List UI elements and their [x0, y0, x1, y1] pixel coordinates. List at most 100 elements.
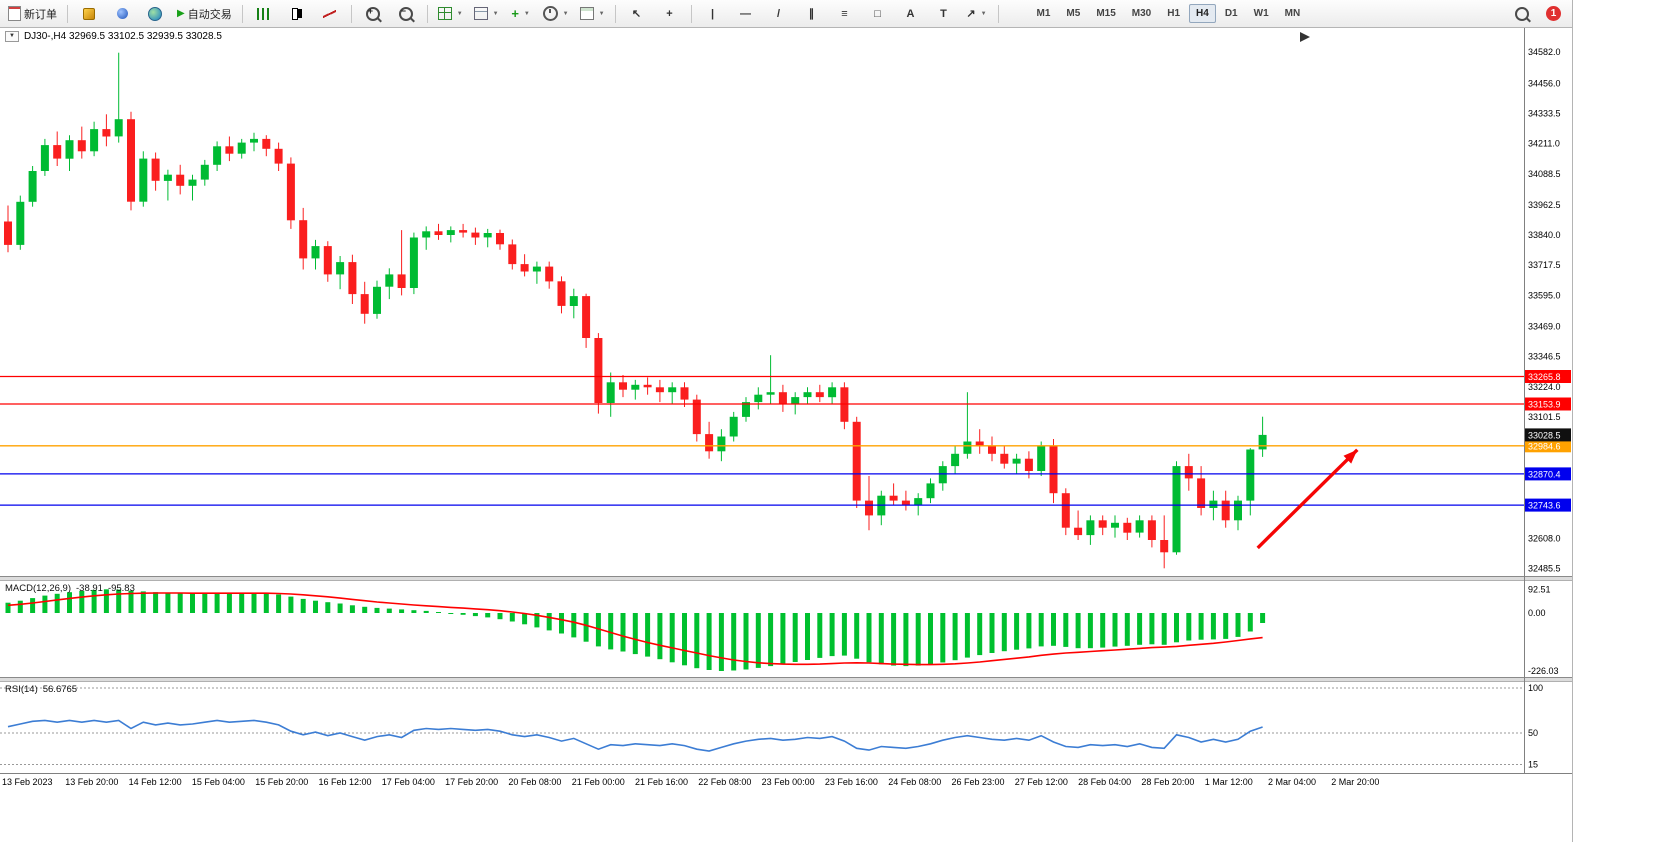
- new-chart-icon: [437, 7, 452, 20]
- new-order-icon: [8, 6, 21, 21]
- zoom-in-button[interactable]: +: [357, 2, 389, 26]
- templates-button[interactable]: ▼: [575, 2, 610, 26]
- macd-label: MACD(12,26,9) -38.91 -95.83: [5, 583, 135, 594]
- toolbar-separator: [614, 4, 616, 23]
- market-watch-button[interactable]: [73, 2, 105, 26]
- time-axis-label: 23 Feb 16:00: [825, 777, 878, 787]
- candlestick-type-button[interactable]: [281, 2, 313, 26]
- auto-trading-label: 自动交易: [187, 8, 232, 21]
- macd-scale-label: 92.51: [1528, 584, 1551, 594]
- timeframe-button-w1[interactable]: W1: [1253, 8, 1269, 19]
- toolbar-separator: [241, 4, 243, 23]
- timeframe-toolbar: M1 M5 M15 M30 H1 H4 D1 W1 MN: [1030, 4, 1308, 23]
- scroll-to-end-marker[interactable]: [1300, 32, 1310, 42]
- price-tick-label: 33840.0: [1528, 230, 1561, 240]
- timeframe-button-m1[interactable]: M1: [1036, 8, 1051, 19]
- chart-background: [0, 28, 1572, 788]
- horizontal-line-button[interactable]: —: [730, 2, 762, 26]
- current-price-label: [1525, 428, 1571, 442]
- rsi-line: [7, 719, 1263, 752]
- price-tick-label: 32608.0: [1528, 534, 1561, 544]
- svg-text:33028.5: 33028.5: [1528, 430, 1561, 440]
- time-axis-label: 27 Feb 12:00: [1015, 777, 1068, 787]
- rsi-scale-label: 50: [1528, 728, 1538, 738]
- new-order-button[interactable]: 新订单: [3, 2, 62, 26]
- macd-scale-label: -226.03: [1528, 666, 1559, 676]
- macd-histogram: [5, 589, 1266, 671]
- toolbar-separator: [997, 4, 999, 23]
- timeframe-button-m5[interactable]: M5: [1066, 8, 1081, 19]
- chevron-down-icon: ▼: [980, 10, 987, 17]
- price-tick-label: 33469.0: [1528, 321, 1561, 331]
- clock-icon: [542, 6, 558, 21]
- search-icon: [1515, 6, 1529, 21]
- cursor-icon: ↖: [631, 7, 642, 20]
- timeframe-button-m30[interactable]: M30: [1131, 8, 1152, 19]
- fibonacci-icon: ≡: [841, 7, 848, 20]
- autotrading-play-icon: ▶: [177, 8, 185, 19]
- crosshair-button[interactable]: +: [654, 2, 686, 26]
- shapes-icon: □: [874, 7, 881, 20]
- toolbar-separator: [426, 4, 428, 23]
- trendline-button[interactable]: /: [763, 2, 795, 26]
- time-axis-label: 14 Feb 12:00: [129, 777, 182, 787]
- time-axis-label: 24 Feb 08:00: [888, 777, 941, 787]
- notification-badge[interactable]: 1: [1546, 6, 1561, 21]
- price-tick-label: 34582.0: [1528, 47, 1561, 57]
- timeframe-button-d1[interactable]: D1: [1224, 8, 1238, 19]
- svg-text:33153.9: 33153.9: [1528, 400, 1561, 410]
- chevron-down-icon: ▼: [598, 10, 605, 17]
- time-axis-label: 22 Feb 08:00: [698, 777, 751, 787]
- search-button[interactable]: [1506, 2, 1538, 26]
- indicators-button[interactable]: + ▼: [505, 2, 537, 26]
- auto-trading-button[interactable]: ▶ 自动交易: [172, 2, 237, 26]
- market-watch-icon: [83, 7, 95, 20]
- text-button[interactable]: A: [895, 2, 927, 26]
- chart-template-icon: [579, 7, 594, 20]
- price-line-label: [1525, 397, 1571, 411]
- macd-indicator-name: MACD(12,26,9): [5, 583, 71, 594]
- price-line-label: [1525, 370, 1571, 383]
- timeframe-button-h4[interactable]: H4: [1189, 4, 1216, 23]
- timeframe-button-mn[interactable]: MN: [1284, 8, 1301, 19]
- chevron-down-icon: ▼: [523, 10, 530, 17]
- shapes-button[interactable]: □: [862, 2, 894, 26]
- time-axis-label: 26 Feb 23:00: [952, 777, 1005, 787]
- trend-arrow-annotation[interactable]: [1256, 448, 1359, 550]
- add-indicator-icon: +: [511, 6, 519, 21]
- channel-button[interactable]: ∥: [796, 2, 828, 26]
- price-chart[interactable]: 34582.0 34456.0 34333.5 34211.0 34088.5 33962…: [0, 28, 1572, 788]
- toolbar-right-group: 1: [1506, 2, 1561, 26]
- fibonacci-button[interactable]: ≡: [829, 2, 861, 26]
- zoom-out-button[interactable]: −: [390, 2, 422, 26]
- profiles-button[interactable]: ▼: [469, 2, 504, 26]
- new-order-label: 新订单: [24, 8, 57, 21]
- cursor-button[interactable]: ↖: [621, 2, 653, 26]
- svg-text:32743.6: 32743.6: [1528, 501, 1561, 511]
- label-button[interactable]: T: [928, 2, 960, 26]
- bar-chart-icon: [257, 7, 271, 20]
- periods-button[interactable]: ▼: [538, 2, 574, 26]
- price-tick-label: 34456.0: [1528, 78, 1561, 88]
- navigator-button[interactable]: [139, 2, 171, 26]
- time-axis-label: 20 Feb 08:00: [508, 777, 561, 787]
- zoom-out-icon: −: [398, 6, 413, 21]
- collapse-panel-icon[interactable]: ▼: [5, 31, 19, 42]
- new-chart-button[interactable]: ▼: [433, 2, 468, 26]
- chart-window: 34582.0 34456.0 34333.5 34211.0 34088.5 33962…: [0, 28, 1572, 788]
- mt4-window: 新订单 ▶ 自动交易 + − ▼ ▼ + ▼ ▼ ▼ ↖ + | — / ∥ ≡ …: [0, 0, 1573, 842]
- vertical-line-button[interactable]: |: [697, 2, 729, 26]
- price-tick-label: 33346.5: [1528, 352, 1561, 362]
- data-window-button[interactable]: [106, 2, 138, 26]
- timeframe-button-h1[interactable]: H1: [1167, 8, 1181, 19]
- time-axis-label: 15 Feb 20:00: [255, 777, 308, 787]
- bar-chart-type-button[interactable]: [248, 2, 280, 26]
- line-chart-type-button[interactable]: [314, 2, 346, 26]
- vertical-line-icon: |: [710, 7, 715, 20]
- timeframe-button-m15[interactable]: M15: [1096, 8, 1116, 19]
- rsi-indicator-name: RSI(14): [5, 684, 38, 695]
- arrows-tool-button[interactable]: ↗ ▼: [961, 2, 993, 26]
- time-axis-label: 1 Mar 12:00: [1205, 777, 1253, 787]
- chevron-down-icon: ▼: [456, 10, 463, 17]
- time-axis-label: 23 Feb 00:00: [762, 777, 815, 787]
